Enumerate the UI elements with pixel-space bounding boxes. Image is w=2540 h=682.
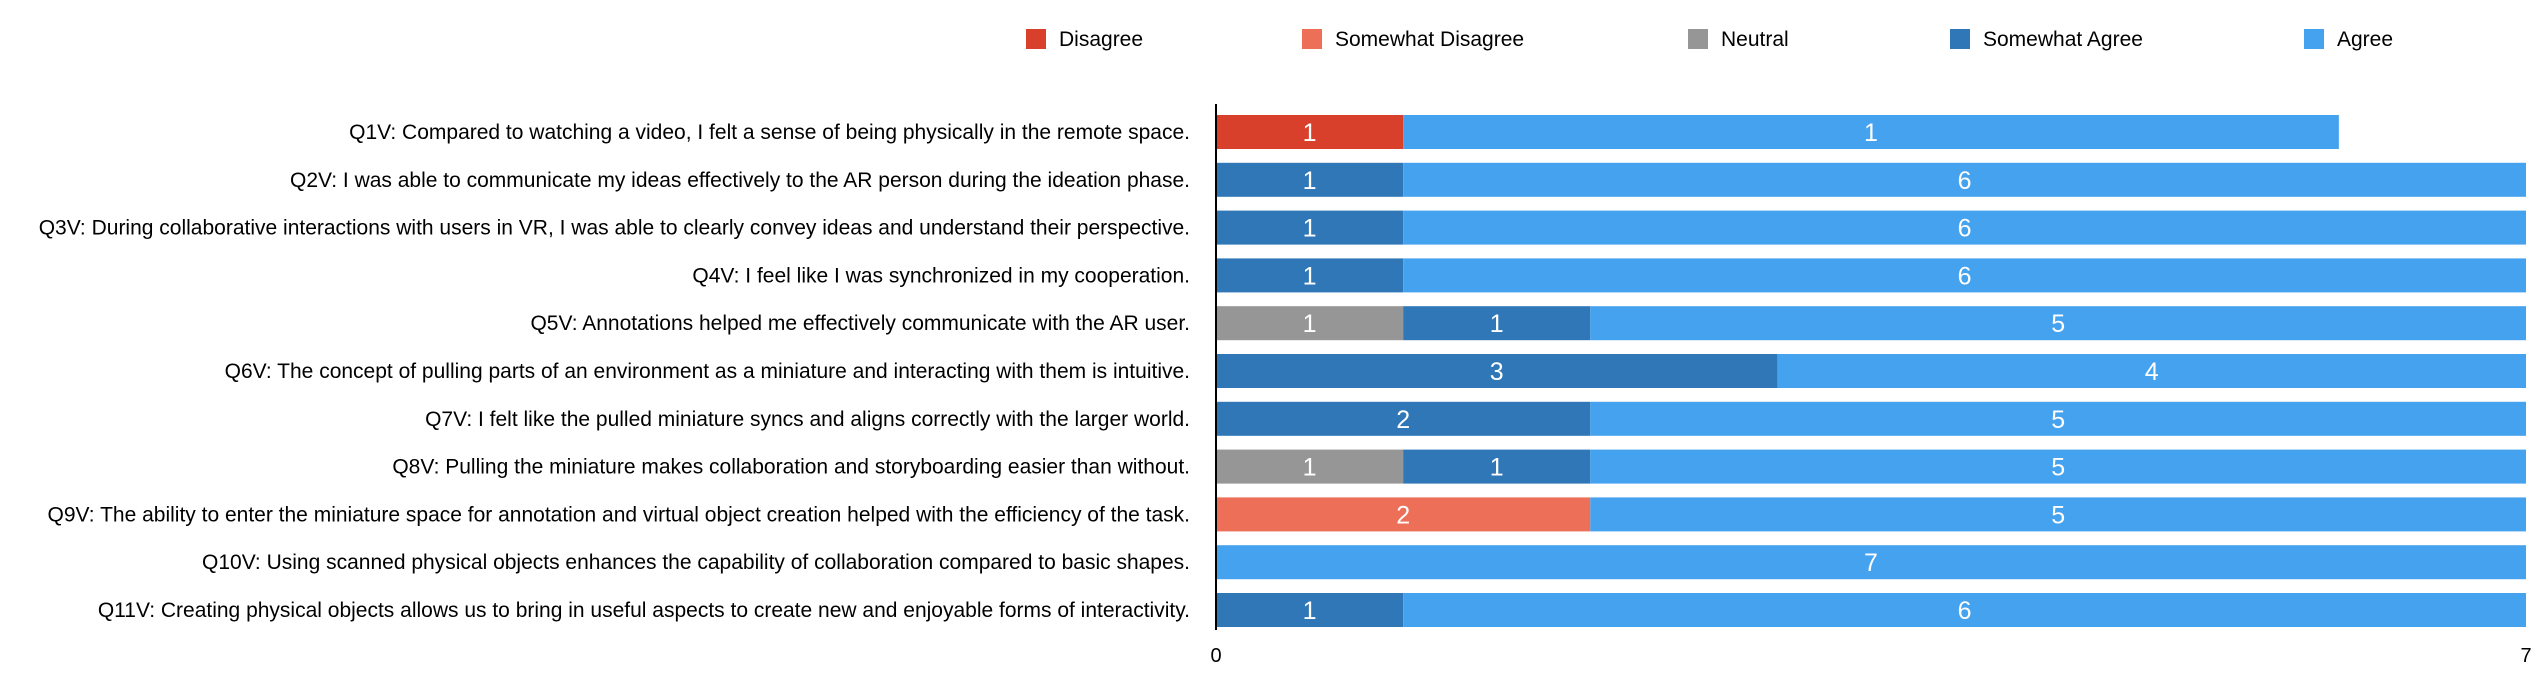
category-label: Q10V: Using scanned physical objects enh… [202,551,1190,574]
bar-value-label: 2 [1396,406,1410,434]
bar-segment-agree [1590,449,2526,484]
bar-segment-somewhat-agree [1216,354,1778,388]
bar-segment-agree [1403,115,2339,149]
bar-value-label: 6 [1958,167,1972,195]
x-tick-label: 0 [1210,645,1221,667]
bar-value-label: 1 [1303,167,1317,195]
bar-value-label: 1 [1303,454,1317,482]
legend: Disagree Somewhat Disagree Neutral Somewhat… [1026,28,2393,51]
category-label: Q1V: Compared to watching a video, I fel… [349,121,1190,144]
bar-segment-somewhat-agree [1403,306,1591,341]
bar-segment-disagree [1216,115,1404,149]
legend-swatch-agree [2304,29,2324,49]
bar-segment-somewhat-agree [1216,401,1591,436]
bar-value-label: 6 [1958,262,1972,290]
bar-value-label: 1 [1864,119,1878,147]
bar-segment-agree [1590,401,2526,436]
category-labels: Q1V: Compared to watching a video, I fel… [39,121,1190,622]
bar-segment-agree [1590,497,2526,532]
bar-segment-somewhat-agree [1216,162,1404,197]
legend-swatch-somewhat-disagree [1302,29,1322,49]
legend-label-somewhat-agree: Somewhat Agree [1983,28,2143,51]
bar-value-label: 6 [1958,215,1972,243]
category-label: Q9V: The ability to enter the miniature … [48,503,1190,526]
category-label: Q2V: I was able to communicate my ideas … [290,169,1190,192]
bar-value-label: 5 [2051,310,2065,338]
bar-segment-agree [1216,545,2526,580]
bar-segment-somewhat-agree [1216,210,1404,245]
bar-value-label: 1 [1303,310,1317,338]
bar-value-label: 5 [2051,501,2065,529]
bar-segment-somewhat-agree [1216,258,1404,293]
category-label: Q11V: Creating physical objects allows u… [98,599,1190,622]
bar-segment-somewhat-agree [1403,449,1591,484]
bar-segment-neutral [1216,449,1404,484]
bar-segment-agree [1590,306,2526,341]
category-label: Q3V: During collaborative interactions w… [39,217,1190,240]
legend-label-neutral: Neutral [1721,28,1789,51]
bar-value-label: 4 [2145,358,2159,386]
bar-segment-agree [1403,258,2526,293]
bar-segment-neutral [1216,306,1404,341]
category-label: Q8V: Pulling the miniature makes collabo… [392,456,1190,479]
bars: 1 11 61 61 61 1 53 42 51 1 52 571 6 [1216,115,2526,627]
bar-value-label: 2 [1396,501,1410,529]
bar-value-label: 7 [1864,549,1878,577]
legend-swatch-somewhat-agree [1950,29,1970,49]
category-label: Q7V: I felt like the pulled miniature sy… [425,408,1190,431]
bar-value-label: 1 [1303,262,1317,290]
category-label: Q5V: Annotations helped me effectively c… [530,312,1190,335]
legend-swatch-neutral [1688,29,1708,49]
bar-value-label: 3 [1490,358,1504,386]
bar-value-label: 1 [1490,454,1504,482]
bar-value-label: 6 [1958,597,1972,625]
bar-segment-agree [1403,593,2526,627]
bar-value-label: 5 [2051,454,2065,482]
bar-value-label: 1 [1303,597,1317,625]
bar-value-label: 1 [1490,310,1504,338]
legend-label-agree: Agree [2337,28,2393,51]
bar-segment-somewhat-agree [1216,593,1404,627]
category-label: Q6V: The concept of pulling parts of an … [225,360,1190,383]
x-tick-label: 7 [2520,645,2531,667]
bar-segment-agree [1403,210,2526,245]
bar-segment-somewhat-disagree [1216,497,1591,532]
legend-label-disagree: Disagree [1059,28,1143,51]
legend-label-somewhat-disagree: Somewhat Disagree [1335,28,1524,51]
bar-value-label: 1 [1303,215,1317,243]
legend-swatch-disagree [1026,29,1046,49]
bar-segment-agree [1403,162,2526,197]
bar-value-label: 5 [2051,406,2065,434]
bar-value-label: 1 [1303,119,1317,147]
bar-segment-agree [1777,354,2526,388]
category-label: Q4V: I feel like I was synchronized in m… [692,264,1190,287]
